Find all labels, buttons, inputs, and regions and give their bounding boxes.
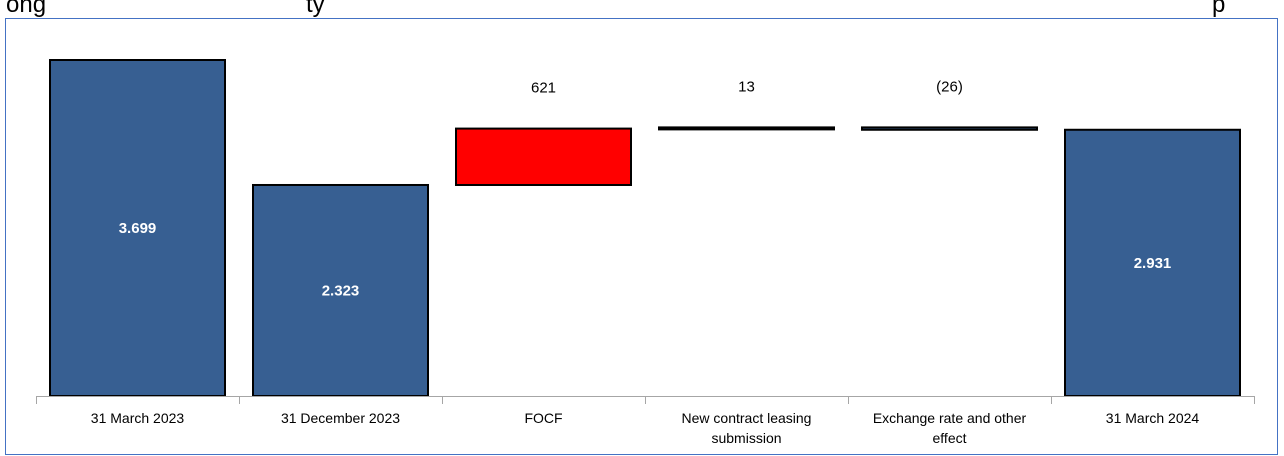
x-tick-label-2: 31 December 2023 [281, 410, 400, 426]
title-fragment-right: p [1212, 0, 1225, 18]
title-fragment-left: ong [6, 0, 46, 18]
bar-delta-4 [658, 126, 835, 131]
data-label-2: 2.323 [322, 282, 360, 299]
title-fragment-middle: ty [306, 0, 325, 18]
data-label-3: 621 [531, 80, 556, 97]
bars-layer [49, 59, 1241, 397]
bar-total-2 [252, 183, 429, 397]
bar-delta-3 [455, 127, 632, 186]
x-tick-label-1: 31 March 2023 [91, 410, 185, 426]
bar-total-1 [49, 59, 226, 397]
x-tick-label-4: New contract leasing submission [682, 410, 812, 446]
x-tick-label-5: Exchange rate and other effect [873, 410, 1027, 446]
data-label-1: 3.699 [119, 220, 157, 237]
labels-layer: 3.699 2.323 621 13 (26) 2.931 31 March 2023 31 … [91, 78, 1200, 446]
x-tick-label-6: 31 March 2024 [1106, 410, 1200, 426]
x-axis [36, 396, 1255, 404]
x-tick-label-3: FOCF [524, 410, 562, 426]
bar-delta-5 [861, 126, 1038, 131]
data-label-6: 2.931 [1134, 255, 1172, 272]
data-label-5: (26) [936, 78, 963, 95]
chart-title: ong ty p [6, 0, 1225, 18]
data-label-4: 13 [738, 78, 755, 95]
bar-total-6 [1064, 128, 1241, 397]
